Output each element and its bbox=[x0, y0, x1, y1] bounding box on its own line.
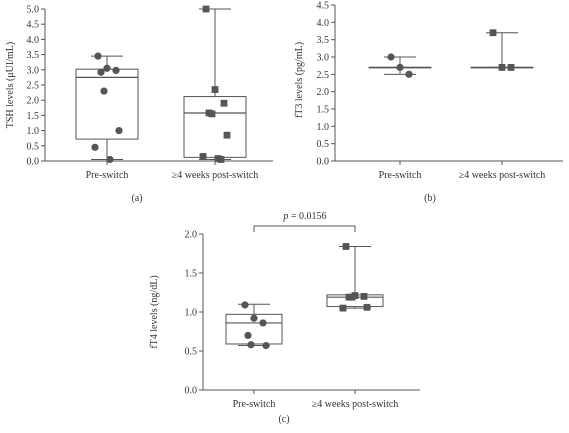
data-point bbox=[348, 293, 356, 301]
data-point bbox=[199, 153, 207, 160]
y-tick-label: 3.5 bbox=[27, 50, 40, 61]
iqr-box bbox=[75, 68, 139, 140]
y-axis-label: fT4 levels (ng/dL) bbox=[149, 275, 160, 348]
box-series-4-weeks-post-switch bbox=[183, 5, 247, 163]
p-value: = 0.0156 bbox=[288, 211, 326, 222]
data-point bbox=[106, 155, 114, 164]
data-point bbox=[363, 303, 371, 311]
data-point bbox=[100, 87, 108, 95]
x-tick-label-pre-switch: Pre-switch bbox=[86, 170, 129, 181]
data-point bbox=[202, 5, 210, 13]
data-point bbox=[247, 341, 255, 349]
y-tick-label: 0.5 bbox=[27, 141, 40, 152]
y-tick-label: 2.0 bbox=[27, 96, 40, 107]
box-series-pre-switch bbox=[225, 301, 283, 350]
data-point bbox=[94, 52, 102, 60]
y-tick-label: 4.0 bbox=[317, 18, 330, 29]
x-tick-label-4-weeks-post-switch: ≥4 weeks post-switch bbox=[172, 170, 259, 181]
data-point bbox=[223, 131, 231, 139]
iqr-box bbox=[183, 96, 247, 158]
data-point bbox=[259, 319, 267, 327]
x-tick-label-4-weeks-post-switch: ≥4 weeks post-switch bbox=[459, 170, 546, 181]
p-symbol: p bbox=[282, 211, 288, 222]
panel-b: 0.0 0.5 1.0 1.5 2.0 2.5 3.0 3.5 4.0 4.5 fT3 levels… bbox=[294, 1, 563, 204]
data-point bbox=[91, 143, 99, 151]
y-tick-label: 4.5 bbox=[317, 1, 330, 12]
data-point bbox=[489, 29, 497, 37]
y-tick-label: 3.5 bbox=[317, 35, 330, 46]
y-tick-label: 2.5 bbox=[27, 81, 40, 92]
y-tick-label: 3.0 bbox=[27, 65, 40, 76]
data-point bbox=[211, 86, 219, 93]
data-point bbox=[97, 68, 105, 76]
y-tick-label: 2.0 bbox=[185, 230, 198, 241]
data-point bbox=[208, 110, 216, 118]
y-tick-label: 3.0 bbox=[317, 53, 330, 64]
y-tick-label: 1.5 bbox=[27, 111, 40, 122]
data-point bbox=[507, 64, 515, 71]
y-tick-label: 1.0 bbox=[27, 126, 40, 137]
data-point bbox=[241, 301, 249, 309]
data-point bbox=[250, 314, 258, 322]
data-point bbox=[339, 304, 347, 312]
box-series-pre-switch bbox=[75, 52, 139, 164]
y-tick-label: 0.5 bbox=[185, 347, 198, 358]
panel-c: 0.0 0.5 1.0 1.5 2.0 fT4 levels (ng/dL) Pre-swi… bbox=[149, 211, 420, 425]
y-axis-label: TSH levels (μUI/mL) bbox=[5, 42, 16, 128]
y-axis-label: fT3 levels (pg/mL) bbox=[294, 42, 305, 118]
data-point bbox=[244, 331, 252, 339]
p-value-label: p = 0.0156 bbox=[282, 211, 326, 222]
data-point bbox=[342, 243, 350, 250]
data-point bbox=[115, 127, 123, 135]
y-tick-label: 1.5 bbox=[185, 269, 198, 280]
box-series-pre-switch bbox=[368, 53, 432, 78]
y-tick-label: 4.0 bbox=[27, 35, 40, 46]
y-tick-label: 0.0 bbox=[27, 157, 40, 168]
box-series-4-weeks-post-switch bbox=[326, 243, 384, 312]
panel-label: (a) bbox=[131, 193, 142, 204]
data-point bbox=[498, 64, 506, 71]
x-tick-label-pre-switch: Pre-switch bbox=[233, 399, 276, 410]
data-point bbox=[387, 53, 395, 61]
data-point bbox=[103, 64, 111, 72]
y-tick-label: 1.5 bbox=[317, 105, 330, 116]
data-point bbox=[217, 156, 225, 163]
x-tick-label-pre-switch: Pre-switch bbox=[379, 170, 422, 181]
data-point bbox=[220, 99, 228, 107]
y-tick-label: 0.0 bbox=[317, 157, 330, 168]
y-tick-label: 0.0 bbox=[185, 386, 198, 397]
y-tick-label: 0.5 bbox=[317, 139, 330, 150]
significance-bracket bbox=[253, 225, 356, 232]
box-series-4-weeks-post-switch bbox=[470, 29, 534, 71]
y-tick-label: 4.5 bbox=[27, 20, 40, 31]
y-tick-label: 5.0 bbox=[27, 5, 40, 16]
panel-label: (c) bbox=[278, 414, 289, 425]
y-tick-label: 1.0 bbox=[185, 308, 198, 319]
data-point bbox=[360, 293, 368, 300]
panel-label: (b) bbox=[424, 193, 436, 204]
panel-a: 0.0 0.5 1.0 1.5 2.0 2.5 3.0 3.5 4.0 4.5 5.0 TSH lev… bbox=[5, 5, 273, 204]
data-point bbox=[405, 70, 413, 78]
y-tick-label: 2.0 bbox=[317, 87, 330, 98]
data-point bbox=[396, 63, 404, 71]
x-tick-label-4-weeks-post-switch: ≥4 weeks post-switch bbox=[312, 399, 399, 410]
y-tick-label: 1.0 bbox=[317, 122, 330, 133]
data-point bbox=[262, 341, 270, 350]
data-point bbox=[112, 66, 120, 75]
y-tick-label: 2.5 bbox=[317, 70, 330, 81]
